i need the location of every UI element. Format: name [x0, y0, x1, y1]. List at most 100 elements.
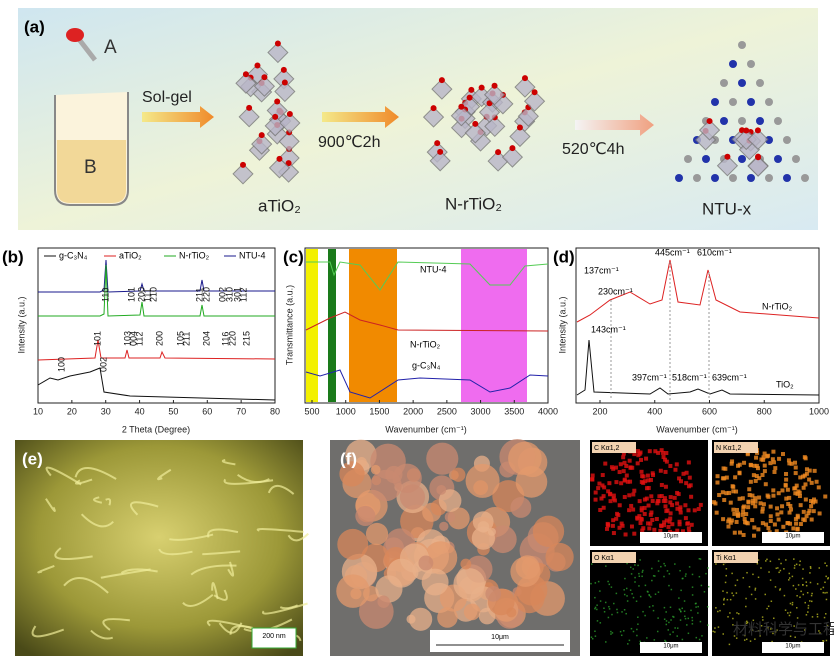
map-element-label: Ti Kα1 — [716, 555, 736, 562]
map-tag — [592, 442, 636, 453]
eds-dot — [641, 575, 643, 578]
eds-dot — [717, 626, 720, 628]
flake — [80, 513, 114, 528]
eds-dot — [734, 519, 739, 524]
eds-dot — [760, 567, 762, 569]
x-tick-label: 800 — [757, 406, 772, 416]
atom — [747, 60, 755, 68]
eds-dot — [594, 635, 597, 637]
eds-dot — [679, 609, 681, 611]
atom — [286, 111, 293, 118]
eds-dot — [750, 493, 755, 498]
eds-dot — [654, 517, 659, 522]
eds-dot — [669, 633, 671, 636]
eds-dot — [649, 510, 654, 515]
eds-dot — [780, 452, 785, 457]
eds-dot — [772, 522, 777, 527]
eds-dot — [811, 509, 816, 514]
eds-dot — [647, 449, 652, 454]
eds-dot — [618, 462, 623, 467]
eds-dot — [596, 608, 598, 611]
eds-dot — [806, 591, 809, 594]
eds-dot — [721, 466, 726, 471]
eds-dot — [715, 480, 720, 485]
eds-dot — [731, 572, 733, 575]
particle — [510, 556, 541, 587]
eds-dot — [707, 624, 709, 626]
eds-dot — [722, 498, 727, 503]
eds-dot — [635, 600, 638, 602]
eds-dot — [778, 571, 780, 574]
peak-label: 110 — [100, 288, 110, 302]
eds-dot — [703, 591, 706, 593]
atom — [258, 132, 265, 139]
eds-dot — [725, 574, 727, 577]
eds-dot — [696, 507, 701, 512]
panel-e: (e) 200 nm — [15, 440, 309, 656]
particle — [477, 521, 490, 533]
eds-dot — [676, 627, 679, 629]
eds-dot — [675, 506, 680, 511]
eds-dot — [670, 588, 673, 591]
eds-dot — [634, 576, 636, 579]
eds-dot — [715, 607, 717, 609]
eds-dot — [635, 515, 640, 520]
atom — [729, 60, 737, 68]
eds-dot — [809, 572, 811, 574]
eds-dot — [783, 594, 786, 597]
polyhedron — [274, 80, 296, 103]
eds-dot — [603, 607, 605, 609]
atom — [240, 161, 247, 168]
curve — [576, 339, 820, 396]
eds-dot — [801, 517, 806, 522]
atom — [720, 117, 728, 125]
x-tick-label: 40 — [135, 406, 145, 416]
eds-dot — [647, 591, 649, 593]
crystal-structures — [232, 40, 809, 185]
particle — [437, 607, 458, 628]
eds-dot — [811, 592, 813, 595]
eds-dot — [666, 570, 669, 572]
eds-dot — [769, 560, 772, 563]
atom — [783, 136, 791, 144]
x-tick-label: 70 — [236, 406, 246, 416]
eds-dot — [792, 584, 795, 587]
polyhedron — [431, 78, 453, 100]
curve — [576, 259, 820, 323]
peak-label: 143cm⁻¹ — [591, 324, 626, 334]
eds-dot — [678, 479, 683, 484]
eds-dot — [789, 602, 792, 605]
eds-dot — [804, 629, 806, 631]
eds-dot — [687, 475, 692, 480]
eds-dot — [625, 612, 627, 615]
eds-dot — [795, 513, 800, 518]
eds-dot — [619, 521, 624, 526]
eds-dot — [657, 560, 660, 562]
curve-label: TiO₂ — [776, 379, 794, 389]
eds-dot — [623, 532, 628, 537]
eds-dot — [743, 520, 748, 525]
legend-label: g-C₃N₄ — [59, 250, 88, 260]
eds-dot — [779, 588, 782, 590]
eds-dot — [601, 505, 606, 510]
eds-dot — [724, 475, 729, 480]
eds-dot — [632, 488, 637, 493]
eds-dot — [788, 521, 793, 526]
eds-dot — [745, 521, 750, 526]
eds-dot — [737, 496, 742, 501]
eds-dot — [686, 460, 691, 465]
eds-dot — [806, 511, 811, 516]
eds-dot — [719, 609, 721, 612]
arrow — [575, 114, 654, 136]
eds-dot — [663, 575, 665, 578]
dropper-bulb — [66, 28, 84, 42]
eds-dot — [609, 465, 614, 470]
eds-dot — [685, 521, 690, 526]
polyhedron — [716, 155, 739, 177]
flake — [213, 589, 228, 601]
particle — [337, 528, 369, 560]
eds-dot — [754, 638, 756, 640]
eds-dot — [776, 629, 778, 631]
product-label: aTiO₂ — [258, 196, 301, 215]
eds-dot — [781, 524, 786, 529]
